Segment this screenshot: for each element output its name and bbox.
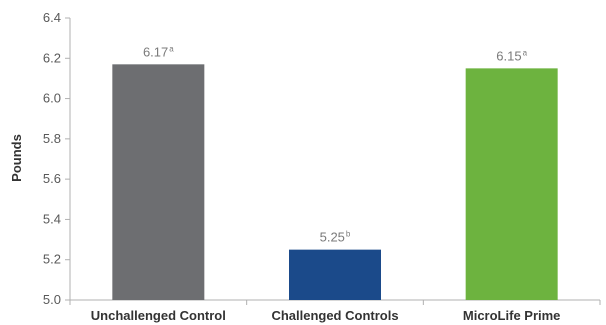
y-axis: 5.0 5.2 5.4 5.6 5.8 6.0 6.2 6.4 [43,10,71,307]
data-label: 6.15a [496,48,527,63]
x-tick-label: Challenged Controls [271,308,398,323]
y-tick-label: 6.0 [43,91,61,106]
y-tick-label: 6.2 [43,50,61,65]
x-tick-label: Unchallenged Control [91,308,226,323]
y-tick-label: 5.8 [43,131,61,146]
data-label: 6.17a [143,44,174,59]
y-axis-title: Pounds [9,134,24,182]
bar [112,64,205,300]
bar [465,68,558,300]
y-tick-label: 5.2 [43,252,61,267]
y-tick-label: 5.4 [43,211,61,226]
data-labels: 6.17a 5.25b 6.15a [143,44,528,244]
x-tick-label: MicroLife Prime [463,308,561,323]
y-tick-label: 5.0 [43,292,61,307]
bar [289,249,381,300]
y-tick-label: 6.4 [43,10,61,25]
x-axis: Unchallenged Control Challenged Controls M… [69,299,601,323]
data-label: 5.25b [320,230,351,245]
y-tick-label: 5.6 [43,171,61,186]
bars [112,64,558,300]
